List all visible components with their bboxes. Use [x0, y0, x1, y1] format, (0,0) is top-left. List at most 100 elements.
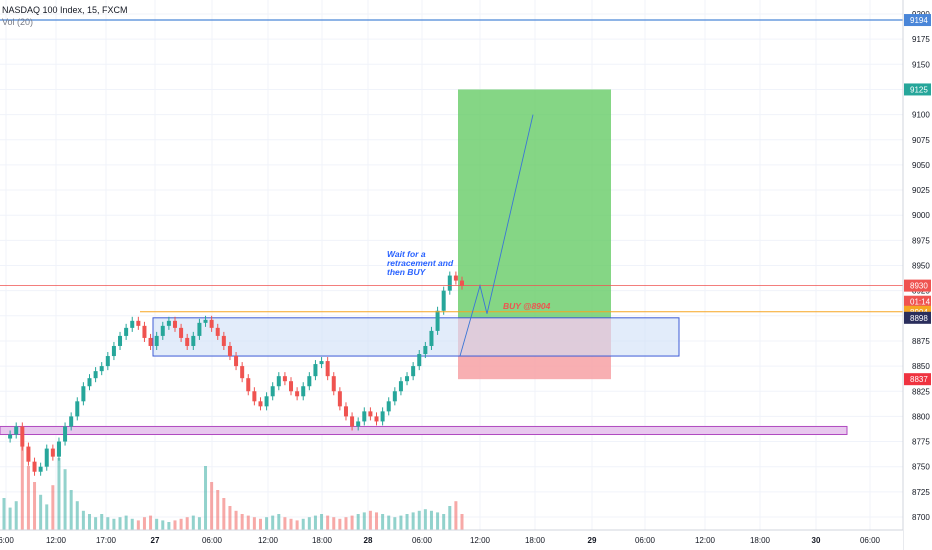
volume-bar: [14, 501, 18, 530]
candle-body: [20, 426, 25, 447]
time-axis-bg: [0, 530, 903, 550]
volume-bar: [234, 510, 238, 530]
candle-body: [423, 345, 428, 355]
chart-grid: [0, 0, 903, 530]
price-badge-label: 8930: [910, 282, 928, 291]
candle-body: [148, 337, 153, 346]
price-axis[interactable]: 8700872587508775880088258850887589008925…: [902, 0, 932, 550]
candle-body: [270, 386, 275, 397]
symbol-title[interactable]: NASDAQ 100 Index, 15, FXCM: [2, 5, 128, 15]
volume-bar: [51, 485, 55, 530]
candle-body: [374, 416, 379, 422]
price-tick-label: 9150: [912, 60, 930, 69]
volume-bar: [26, 466, 30, 530]
projection-path: [459, 114, 534, 357]
candle-body: [209, 319, 214, 328]
volume-bar: [265, 517, 269, 530]
price-tick-label: 9175: [912, 35, 930, 44]
target-zone: [458, 89, 611, 318]
candle-body: [350, 416, 355, 427]
candle-body: [105, 356, 110, 367]
time-tick-label: 18:00: [750, 536, 771, 545]
candle-body: [221, 335, 226, 346]
volume-bar: [350, 515, 354, 530]
candle-body: [44, 448, 49, 467]
time-tick-label: 30: [812, 536, 821, 545]
volume-bar: [20, 437, 24, 530]
price-tick-label: 9100: [912, 111, 930, 120]
price-tick-label: 8975: [912, 236, 930, 245]
time-axis[interactable]: 6:00 12:00 17:00 27 06:00 12:00 18:00 28 06:00 12…: [0, 529, 903, 550]
candle-body: [307, 376, 312, 387]
support-zone: [152, 317, 680, 357]
volume-bar: [216, 490, 220, 530]
price-tick-label: 8875: [912, 337, 930, 346]
price-tick-label: 8775: [912, 438, 930, 447]
volume-bar: [405, 514, 409, 530]
candle-body: [417, 354, 422, 367]
candle-body: [8, 434, 13, 439]
volume-bar: [161, 520, 165, 530]
volume-bar: [417, 510, 421, 530]
candle-body: [50, 448, 55, 457]
volume-bar: [155, 518, 159, 530]
volume-bar: [222, 498, 226, 530]
candle-body: [295, 391, 300, 397]
candle-body: [405, 376, 410, 382]
wait-note-line: retracement and: [387, 258, 454, 268]
price-badge-label: 8898: [910, 314, 928, 323]
time-tick-label: 17:00: [96, 536, 117, 545]
time-tick-label: 27: [151, 536, 160, 545]
volume-bar: [368, 510, 372, 530]
volume-bar: [307, 517, 311, 530]
candle-body: [282, 376, 287, 382]
candle-body: [191, 335, 196, 346]
volume-bar: [136, 520, 140, 530]
candle-body: [331, 376, 336, 392]
volume-bar: [436, 512, 440, 530]
volume-bar: [393, 517, 397, 530]
volume-bar: [448, 506, 452, 530]
candle-body: [160, 325, 165, 336]
candle-body: [172, 320, 177, 328]
volume-bar: [149, 515, 153, 530]
price-tick-label: 8850: [912, 362, 930, 371]
candle-body: [356, 421, 361, 427]
volume-bar: [356, 514, 360, 530]
volume-bar: [289, 518, 293, 530]
price-badge: [904, 279, 931, 292]
volume-bar: [45, 504, 49, 530]
volume-bar: [130, 518, 134, 530]
volume-bar: [381, 514, 385, 530]
volume-bar: [118, 517, 122, 530]
volume-bar: [197, 517, 201, 530]
volume-bar: [429, 510, 433, 530]
candle-body: [460, 280, 464, 286]
volume-bar: [179, 518, 183, 530]
price-badge: [904, 373, 931, 386]
candle-body: [38, 466, 43, 472]
candle-body: [343, 406, 348, 417]
price-tick-label: 9025: [912, 186, 930, 195]
volume-bar: [246, 515, 250, 530]
candle-body: [362, 411, 367, 422]
volume-bar: [271, 515, 275, 530]
price-tick-label: 9075: [912, 136, 930, 145]
volume-bar: [124, 515, 128, 530]
price-tick-label: 8750: [912, 463, 930, 472]
time-tick-label: 12:00: [46, 536, 67, 545]
time-tick-label: 06:00: [860, 536, 881, 545]
volume-bar: [460, 514, 464, 530]
volume-bar: [252, 517, 256, 530]
volume-bar: [33, 482, 37, 530]
candle-body: [203, 319, 208, 323]
volume-bar: [75, 501, 79, 530]
candle-body: [313, 364, 318, 377]
volume-bar: [106, 517, 110, 530]
volume-bar: [326, 515, 330, 530]
candle-body: [130, 320, 135, 328]
volume-bar: [258, 518, 262, 530]
wait-note-line: then BUY: [387, 267, 427, 277]
